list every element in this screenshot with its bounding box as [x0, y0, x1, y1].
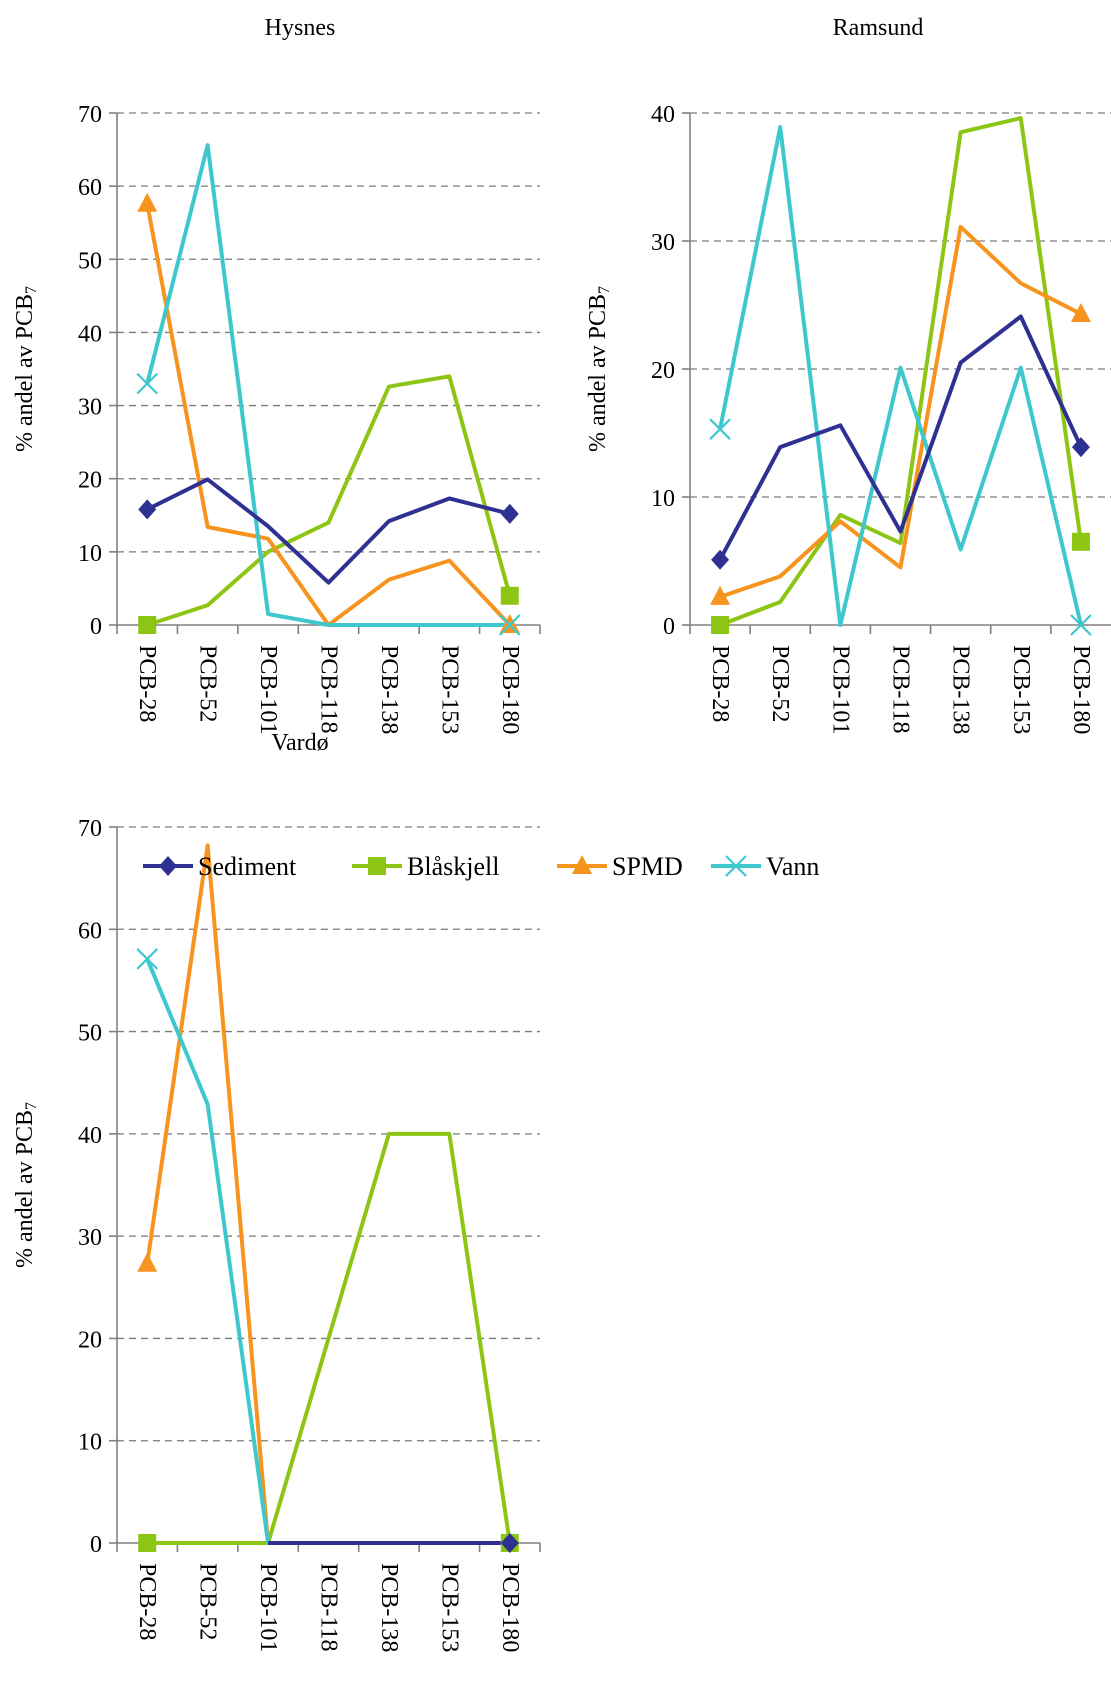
y-tick-label: 30 [78, 395, 102, 421]
legend-label: Blåskjell [407, 852, 499, 881]
series-line-vann [145, 143, 510, 627]
chart-hysnes: Hysnes 0 10 20 30 40 50 60 70 PCB-28 PCB-52 PCB-101… [12, 15, 541, 734]
y-tick-label: 20 [651, 358, 675, 384]
data-point-sediment [1071, 437, 1090, 458]
data-point-blaskjell [138, 616, 157, 634]
chart-title: Vardø [271, 730, 328, 756]
y-tick-label: 10 [78, 541, 102, 567]
data-point-blaskjell [711, 616, 730, 634]
y-axis-label: % andel av PCB7 [585, 286, 613, 452]
legend-item-vann: Vann [711, 852, 819, 881]
x-tick-label: PCB-153 [436, 1563, 462, 1652]
data-point-sediment [138, 499, 157, 520]
y-axis-label: % andel av PCB7 [12, 1102, 40, 1268]
y-tick-label: 40 [78, 1123, 102, 1149]
data-point-vann [709, 418, 731, 440]
x-tick-label: PCB-180 [497, 645, 523, 734]
series-line-spmd [145, 843, 271, 1544]
x-tick-label: PCB-101 [255, 1563, 281, 1652]
data-point-sediment [500, 1533, 519, 1553]
x-tick-label: PCB-52 [195, 1563, 221, 1640]
legend-label: Sediment [198, 852, 297, 881]
chart-vardo: Vardø 0 10 20 30 40 50 60 70 PCB-28 PCB-52 PCB-101 P… [12, 730, 541, 1652]
y-tick-label: 50 [78, 1021, 102, 1047]
y-tick-label: 40 [651, 102, 675, 128]
chart-title: Ramsund [833, 15, 924, 41]
y-tick-label: 0 [663, 614, 675, 640]
x-tick-label: PCB-138 [376, 1563, 402, 1652]
x-tick-label: PCB-118 [316, 645, 342, 733]
data-point-sediment [500, 503, 519, 524]
x-tick-label: PCB-101 [255, 645, 281, 734]
data-point-spmd [1070, 302, 1091, 322]
legend: Sediment Blåskjell SPMD Vann [143, 852, 819, 881]
data-point-vann [499, 614, 521, 636]
series-line-sediment [146, 477, 511, 585]
legend-label: SPMD [612, 852, 683, 881]
legend-label: Vann [766, 852, 819, 881]
y-tick-label: 20 [78, 1327, 102, 1353]
data-point-spmd [137, 192, 158, 212]
x-tick-label: PCB-180 [497, 1563, 523, 1652]
y-tick-label: 30 [651, 230, 675, 256]
y-tick-label: 70 [78, 102, 102, 128]
data-point-vann [1070, 614, 1092, 636]
series-line-spmd [719, 224, 1082, 599]
series-line-sediment [718, 314, 1083, 561]
x-tick-label: PCB-153 [436, 645, 462, 734]
data-point-blaskjell [138, 1534, 157, 1552]
x-tick-label: PCB-138 [376, 645, 402, 734]
x-tick-label: PCB-180 [1068, 645, 1094, 734]
y-tick-label: 30 [78, 1225, 102, 1251]
data-point-blaskjell [500, 586, 519, 605]
legend-marker-vann [725, 855, 747, 877]
x-tick-label: PCB-153 [1008, 645, 1034, 734]
x-tick-label: PCB-52 [195, 645, 221, 722]
data-point-spmd [137, 1252, 158, 1272]
series-line-vann [718, 125, 1083, 627]
x-tick-label: PCB-28 [707, 645, 733, 722]
legend-item-spmd: SPMD [557, 852, 683, 881]
series-line-blaskjell [146, 374, 512, 627]
legend-item-blaskjell: Blåskjell [352, 852, 499, 881]
y-tick-label: 20 [78, 468, 102, 494]
x-tick-label: PCB-28 [134, 1563, 160, 1640]
series-line-vann [145, 958, 271, 1544]
data-point-blaskjell [1071, 532, 1090, 551]
legend-marker-blaskjell [368, 857, 386, 875]
y-tick-label: 70 [78, 816, 102, 842]
data-point-sediment [711, 549, 730, 570]
legend-marker-spmd [572, 855, 592, 874]
chart-ramsund: Ramsund 0 10 20 30 40 PCB-28 PCB-52 PCB-101 PCB-1… [585, 15, 1111, 734]
data-point-vann [136, 948, 158, 970]
x-tick-label: PCB-118 [316, 1563, 342, 1651]
data-point-spmd [710, 585, 731, 605]
legend-marker-sediment [159, 856, 177, 876]
x-tick-label: PCB-138 [948, 645, 974, 734]
y-tick-label: 60 [78, 918, 102, 944]
series-line-blaskjell [719, 116, 1083, 627]
y-tick-label: 0 [90, 614, 102, 640]
legend-item-sediment: Sediment [143, 852, 297, 881]
y-tick-label: 40 [78, 321, 102, 347]
y-axis-label: % andel av PCB7 [12, 286, 40, 452]
x-tick-label: PCB-52 [767, 645, 793, 722]
y-tick-label: 50 [78, 248, 102, 274]
data-point-vann [136, 372, 158, 395]
y-tick-label: 10 [78, 1430, 102, 1456]
chart-title: Hysnes [265, 15, 336, 41]
x-tick-label: PCB-118 [888, 645, 914, 733]
y-tick-label: 0 [90, 1532, 102, 1558]
series-line-spmd [145, 203, 512, 627]
y-tick-label: 10 [651, 486, 675, 512]
x-tick-label: PCB-101 [827, 645, 853, 734]
y-tick-label: 60 [78, 175, 102, 201]
x-tick-label: PCB-28 [134, 645, 160, 722]
series-line-blaskjell [147, 1131, 512, 1545]
